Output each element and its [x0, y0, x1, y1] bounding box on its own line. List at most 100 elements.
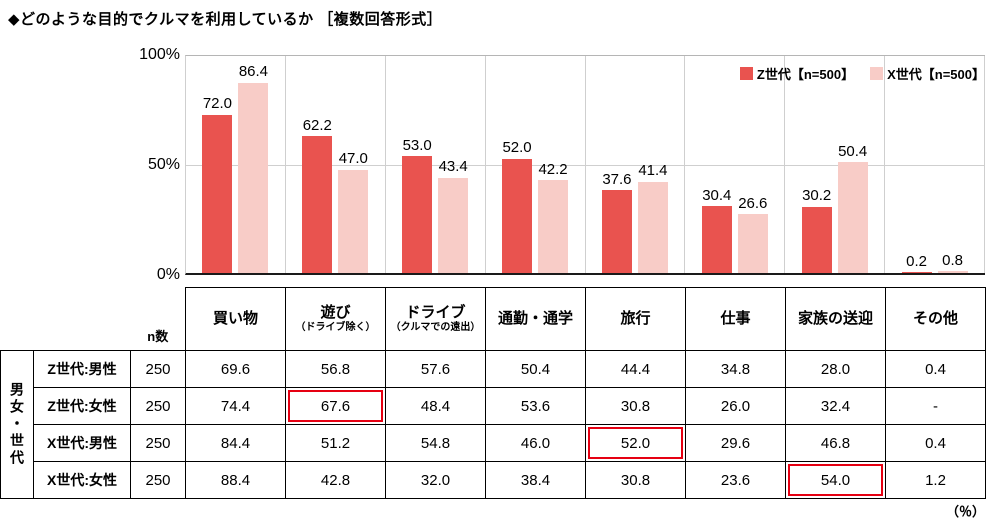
bar-value-label: 41.4 — [638, 162, 668, 180]
bar-x-generation — [937, 271, 968, 273]
table-value: 53.6 — [485, 387, 586, 425]
table-body: 男女・世代 Z世代:男性 250 69.6 56.8 57.6 50.4 44.4 34.8 28… — [0, 350, 986, 499]
legend-label-z: Z世代【n=500】 — [756, 67, 855, 82]
percent-unit-note: （％） — [945, 504, 985, 519]
bar-item: 41.4 — [636, 163, 669, 273]
n-value: 250 — [130, 350, 186, 388]
category-column-1: 62.2 47.0 — [286, 56, 386, 273]
table-value: 88.4 — [185, 461, 286, 499]
n-value: 250 — [130, 424, 186, 462]
bar-z-generation — [202, 114, 233, 273]
category-column-3: 52.0 42.2 — [486, 56, 586, 273]
table-value: 54.0 — [785, 461, 886, 499]
table-value: 38.4 — [485, 461, 586, 499]
bar-item: 37.6 — [600, 171, 633, 273]
legend-item-z: Z世代【n=500】 — [739, 64, 855, 83]
category-column-7: 0.2 0.8 — [885, 56, 985, 273]
table-value: 48.4 — [385, 387, 486, 425]
bar-value-label: 0.8 — [942, 251, 963, 269]
n-column-label: n数 — [147, 329, 169, 344]
bar-value-label: 53.0 — [402, 136, 432, 154]
table-value: 44.4 — [585, 350, 686, 388]
bar-item: 47.0 — [337, 151, 370, 273]
bar-item: 26.6 — [736, 194, 769, 273]
table-value: 0.4 — [885, 424, 986, 462]
bar-value-label: 47.0 — [338, 150, 368, 168]
table-value: 30.8 — [585, 387, 686, 425]
table-value: 74.4 — [185, 387, 286, 425]
table-value: 29.6 — [685, 424, 786, 462]
chart-legend: Z世代【n=500】 X世代【n=500】 — [739, 64, 985, 83]
row-label: Z世代:女性 — [33, 387, 131, 425]
bar-z-generation — [801, 206, 832, 273]
bar-value-label: 86.4 — [238, 63, 269, 81]
bar-item: 62.2 — [301, 117, 334, 273]
bar-item: 0.2 — [900, 253, 933, 273]
table-value: 52.0 — [585, 424, 686, 462]
category-column-5: 30.4 26.6 — [685, 56, 786, 273]
data-table: n数 買い物 遊び （ドライブ除く） ドライブ （クルマでの遠出） 通勤・通学 旅行 仕事 家族… — [0, 287, 986, 499]
bar-value-label: 43.4 — [438, 158, 468, 176]
table-value: 57.6 — [385, 350, 486, 388]
header-spacer — [1, 288, 131, 351]
bar-item: 0.8 — [936, 251, 969, 273]
bar-value-label: 30.4 — [702, 186, 732, 204]
table-row-0: 男女・世代 Z世代:男性 250 69.6 56.8 57.6 50.4 44.4 34.8 28… — [0, 350, 986, 499]
bar-item: 86.4 — [237, 64, 270, 273]
table-row-3: X世代:女性 250 88.4 42.8 32.0 38.4 30.8 23.6 54.0 1.2 — [1, 461, 986, 499]
row-label: X世代:男性 — [33, 424, 131, 462]
column-header-7: その他 — [885, 287, 986, 351]
page-title: ◆どのような目的でクルマを利用しているか ［複数回答形式］ — [8, 11, 443, 28]
y-axis-tick-100: 100% — [139, 46, 180, 63]
n-value: 250 — [130, 387, 186, 425]
table-value: 69.6 — [185, 350, 286, 388]
table-value: 1.2 — [885, 461, 986, 499]
bar-item: 30.2 — [800, 188, 833, 273]
table-value: - — [885, 387, 986, 425]
column-header-3: 通勤・通学 — [485, 287, 586, 351]
table-value: 50.4 — [485, 350, 586, 388]
bar-value-label: 50.4 — [838, 142, 868, 160]
bar-value-label: 26.6 — [738, 194, 768, 212]
bar-z-generation — [601, 190, 632, 273]
highlight-box — [588, 427, 683, 459]
highlight-box — [788, 464, 883, 496]
table-value: 54.8 — [385, 424, 486, 462]
category-column-6: 30.2 50.4 — [785, 56, 886, 273]
bar-z-generation — [302, 136, 333, 273]
row-label: Z世代:男性 — [33, 350, 131, 388]
n-value: 250 — [130, 461, 186, 499]
table-value: 23.6 — [685, 461, 786, 499]
y-axis-tick-50: 50% — [147, 156, 180, 173]
bar-item: 30.4 — [700, 186, 733, 273]
bar-x-generation — [637, 181, 668, 273]
bar-z-generation — [402, 156, 433, 273]
table-value: 46.0 — [485, 424, 586, 462]
table-value: 51.2 — [285, 424, 386, 462]
bar-item: 43.4 — [437, 159, 470, 273]
bar-item: 52.0 — [501, 140, 534, 273]
row-label: X世代:女性 — [33, 461, 131, 499]
category-column-0: 72.0 86.4 — [186, 56, 286, 273]
bar-value-label: 72.0 — [202, 95, 233, 113]
column-header-6: 家族の送迎 — [785, 287, 886, 351]
table-value: 34.8 — [685, 350, 786, 388]
table-value: 30.8 — [585, 461, 686, 499]
bar-z-generation — [701, 206, 732, 273]
bar-z-generation — [901, 272, 932, 273]
table-row-2: X世代:男性 250 84.4 51.2 54.8 46.0 52.0 29.6 46.8 0.4 — [1, 424, 986, 462]
bar-x-generation — [338, 169, 369, 273]
legend-label-x: X世代【n=500】 — [887, 67, 985, 82]
table-value: 32.4 — [785, 387, 886, 425]
table-value: 26.0 — [685, 387, 786, 425]
legend-swatch-x-icon — [870, 67, 884, 80]
table-value: 32.0 — [385, 461, 486, 499]
highlight-box — [288, 390, 383, 422]
bar-z-generation — [502, 158, 533, 273]
bar-value-label: 52.0 — [502, 139, 532, 157]
table-value: 0.4 — [885, 350, 986, 388]
row-group-label: 男女・世代 — [0, 350, 34, 499]
table-value: 28.0 — [785, 350, 886, 388]
bar-item: 53.0 — [401, 136, 434, 273]
